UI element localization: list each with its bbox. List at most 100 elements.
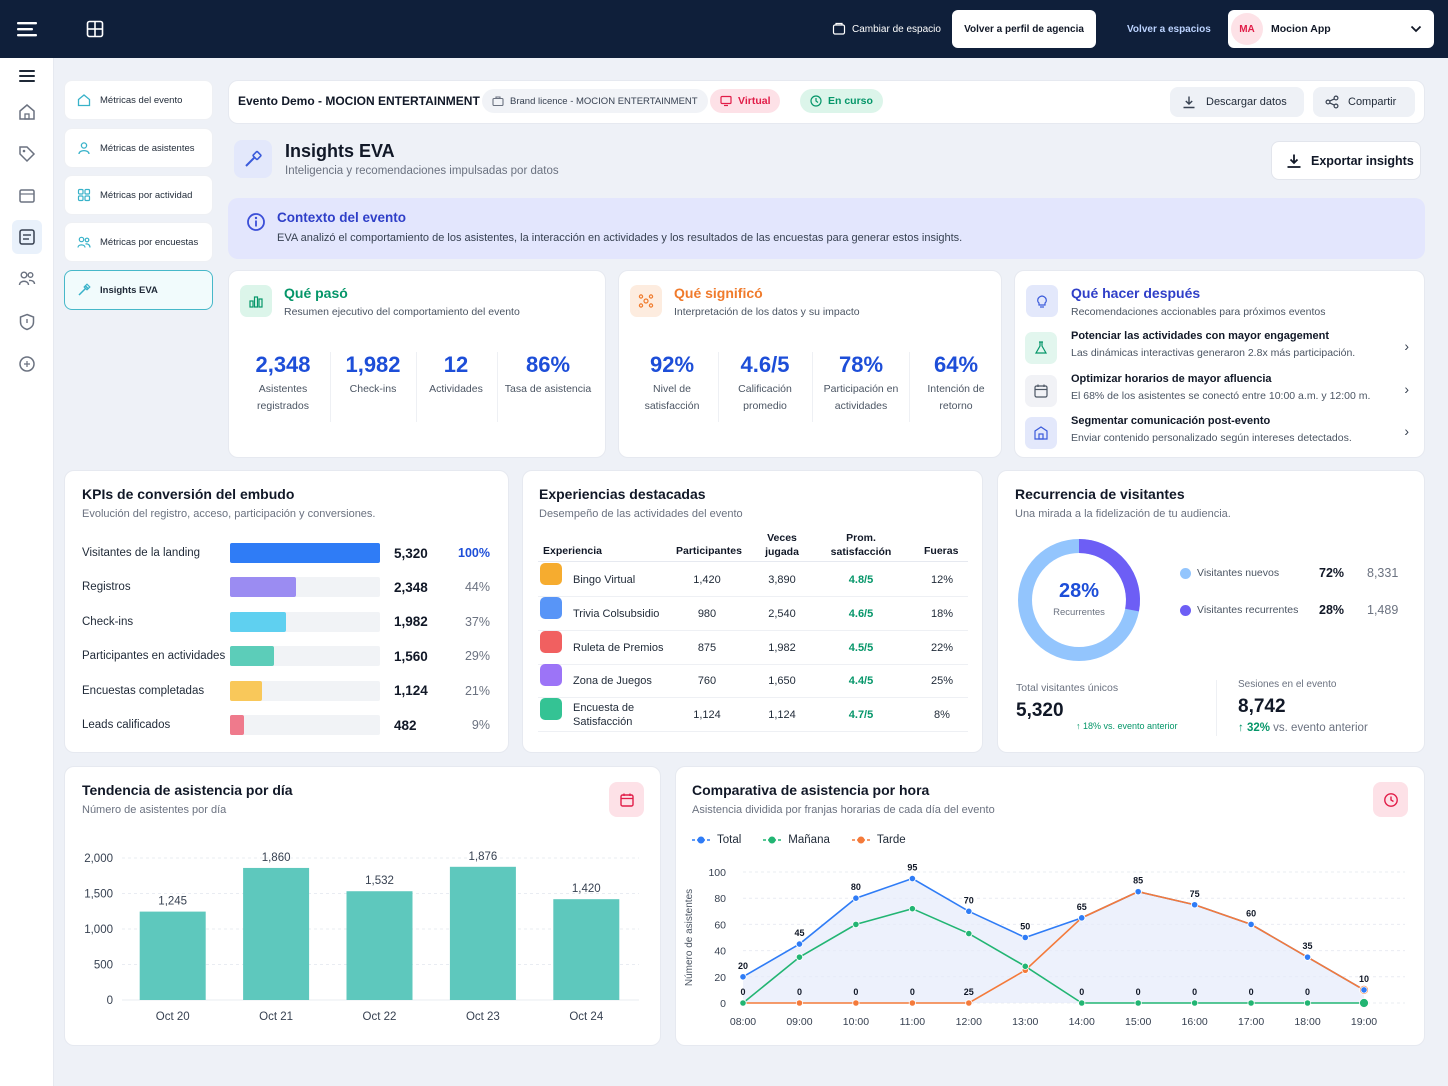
recommendation-title: Optimizar horarios de mayor afluencia <box>1071 373 1272 385</box>
series-point[interactable] <box>1247 920 1255 929</box>
series-point[interactable] <box>1360 986 1368 994</box>
series-point[interactable] <box>795 940 804 948</box>
trivia-icon <box>540 596 564 631</box>
clock-button[interactable] <box>1373 782 1408 817</box>
series-point[interactable] <box>1134 999 1142 1007</box>
legend-item[interactable]: Mañana <box>763 834 830 846</box>
series-point[interactable] <box>908 874 916 883</box>
series-point[interactable] <box>908 999 916 1007</box>
col-satisfaccion: Prom. satisfacción <box>826 531 896 559</box>
table-row[interactable]: Encuesta de Satisfacción 1,124 1,124 4.7/5 8% <box>538 698 968 733</box>
bar[interactable] <box>243 867 310 1000</box>
series-point[interactable] <box>1134 888 1142 896</box>
series-point[interactable] <box>852 894 860 902</box>
point-label: 85 <box>1133 876 1143 886</box>
table-row[interactable]: Zona de Juegos 760 1,650 4.4/5 25% <box>538 664 968 699</box>
share-icon <box>1325 95 1339 109</box>
series-point[interactable] <box>1021 933 1029 942</box>
recommendation-item[interactable]: Segmentar comunicación post-evento Envia… <box>1025 413 1415 455</box>
sidebar-item-metricas-asistentes[interactable]: Métricas de asistentes <box>64 128 213 168</box>
series-point[interactable] <box>1078 999 1086 1007</box>
ticket-icon[interactable] <box>13 182 41 210</box>
series-point[interactable] <box>852 999 860 1007</box>
total-label: Total visitantes únicos <box>1016 682 1119 694</box>
series-point[interactable] <box>795 999 804 1007</box>
satisfaccion-cell: 4.8/5 <box>848 574 874 586</box>
y-tick-label: 80 <box>714 893 726 905</box>
menu-icon[interactable] <box>16 19 38 39</box>
funnel-pct: 37% <box>464 614 490 629</box>
bar[interactable] <box>139 911 206 1000</box>
y-tick-label: 40 <box>714 946 726 958</box>
legend-item[interactable]: Total <box>692 834 741 846</box>
calendar-button[interactable] <box>609 782 644 817</box>
table-row[interactable]: Bingo Virtual 1,420 3,890 4.8/5 12% <box>538 563 968 597</box>
series-point[interactable] <box>1078 914 1086 922</box>
tag-icon[interactable] <box>13 140 41 168</box>
flask-icon <box>1025 332 1057 364</box>
bar[interactable] <box>553 899 620 1000</box>
chat-icon[interactable] <box>13 350 41 378</box>
series-point[interactable] <box>795 953 804 961</box>
series-point[interactable] <box>908 905 916 913</box>
satisfaccion-cell: 4.6/5 <box>848 607 874 620</box>
point-label: 25 <box>964 987 974 997</box>
legend-label: Visitantes nuevos <box>1197 567 1280 579</box>
series-point[interactable] <box>1359 998 1369 1008</box>
series-point[interactable] <box>1303 953 1312 961</box>
point-label: 10 <box>1359 974 1369 984</box>
series-point[interactable] <box>739 973 747 981</box>
export-insights-button[interactable]: Exportar insights <box>1271 141 1421 180</box>
download-button[interactable]: Descargar datos <box>1170 87 1304 117</box>
stat-value: 92% <box>649 352 695 377</box>
table-row[interactable]: Ruleta de Premios 875 1,982 4.5/5 22% <box>538 630 968 665</box>
series-point[interactable] <box>1191 901 1199 909</box>
reports-icon[interactable] <box>12 220 42 254</box>
cambiar-espacio-button[interactable]: Cambiar de espacio <box>832 10 941 48</box>
sidebar-item-insights-eva[interactable]: Insights EVA <box>64 270 213 310</box>
volver-espacios-link[interactable]: Volver a espacios <box>1127 10 1211 48</box>
tendencia-title: Tendencia de asistencia por día <box>82 782 293 798</box>
series-point[interactable] <box>852 920 860 929</box>
funnel-row: Participantes en actividades 1,560 29% <box>82 645 492 667</box>
sidebar-item-metricas-encuestas[interactable]: Métricas por encuestas <box>64 222 213 262</box>
account-selector[interactable]: MA Mocion App <box>1228 10 1434 48</box>
share-button[interactable]: Compartir <box>1313 87 1415 117</box>
funnel-bar <box>230 577 296 598</box>
recommendation-item[interactable]: Optimizar horarios de mayor afluencia El… <box>1025 371 1415 413</box>
home-icon[interactable] <box>13 98 41 126</box>
x-tick-label: Oct 21 <box>259 1011 293 1023</box>
bar[interactable] <box>449 866 516 1000</box>
user-icon <box>78 142 90 155</box>
recommendation-desc: Enviar contenido personalizado según int… <box>1071 432 1352 444</box>
series-point[interactable] <box>1247 999 1255 1007</box>
point-label: 0 <box>910 987 915 997</box>
series-point[interactable] <box>965 929 973 938</box>
funnel-bar <box>230 715 244 735</box>
funnel-bar <box>230 543 380 563</box>
encuesta-icon <box>540 698 564 732</box>
shield-icon[interactable] <box>13 308 41 336</box>
grid-icon[interactable] <box>86 20 104 38</box>
list-icon[interactable] <box>13 62 41 90</box>
volver-perfil-button[interactable]: Volver a perfil de agencia <box>952 10 1096 48</box>
recommendation-desc: El 68% de los asistentes se conectó entr… <box>1071 390 1371 402</box>
series-point[interactable] <box>965 999 973 1007</box>
series-point[interactable] <box>739 999 747 1007</box>
virtual-badge: Virtual <box>710 89 781 113</box>
series-point[interactable] <box>1191 999 1199 1007</box>
satisfaccion-cell: 4.5/5 <box>848 641 874 654</box>
series-point[interactable] <box>1303 999 1312 1007</box>
sidebar-item-metricas-actividad[interactable]: Métricas por actividad <box>64 175 213 215</box>
recommendation-item[interactable]: Potenciar las actividades con mayor enga… <box>1025 328 1415 370</box>
table-row[interactable]: Trivia Colsubsidio 980 2,540 4.6/5 18% <box>538 596 968 631</box>
bar[interactable] <box>346 891 413 1000</box>
export-label: Exportar insights <box>1311 153 1414 168</box>
legend-item[interactable]: Tarde <box>851 834 906 846</box>
users-icon[interactable] <box>13 264 41 292</box>
series-point[interactable] <box>965 907 973 915</box>
cambiar-espacio-label: Cambiar de espacio <box>852 23 941 35</box>
series-point[interactable] <box>1021 962 1029 970</box>
wand-icon <box>78 283 91 296</box>
sidebar-item-metricas-evento[interactable]: Métricas del evento <box>64 80 213 120</box>
